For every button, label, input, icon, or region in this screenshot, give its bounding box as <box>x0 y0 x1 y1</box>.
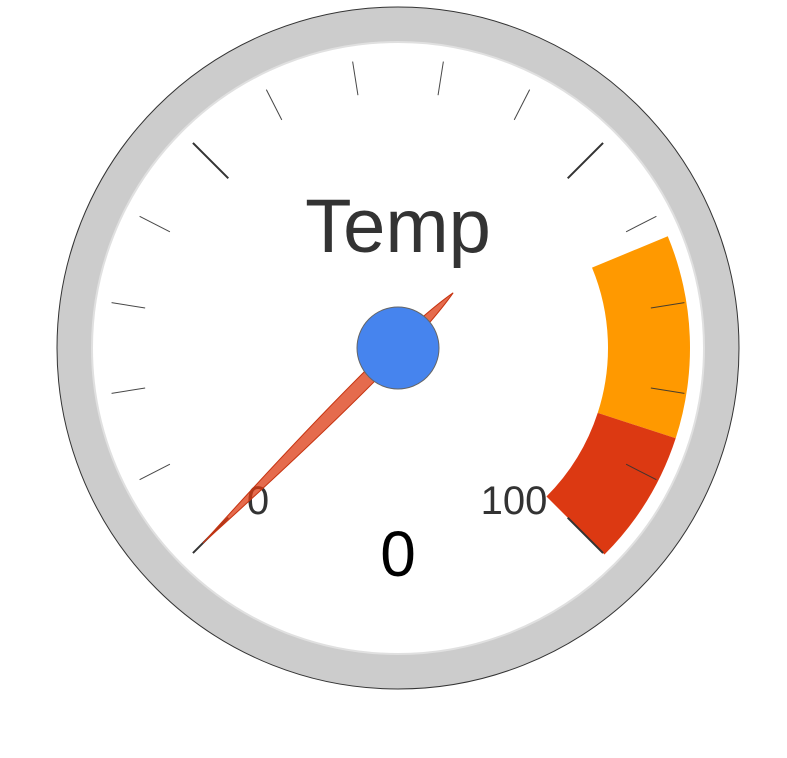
gauge-major-tick <box>566 142 604 180</box>
gauge-band-red <box>546 412 676 555</box>
gauge-max-label: 100 <box>481 479 548 523</box>
gauge-minor-tick <box>625 463 657 481</box>
gauge-major-tick <box>192 142 230 180</box>
gauge-minor-tick <box>265 89 283 121</box>
gauge-band-yellow <box>592 236 690 439</box>
gauge-bands <box>546 236 690 555</box>
gauge-minor-tick <box>513 89 531 121</box>
gauge-minor-tick <box>352 61 359 96</box>
gauge-title: Temp <box>305 184 491 269</box>
gauge-minor-tick <box>650 302 685 309</box>
gauge-minor-tick <box>437 61 444 96</box>
gauge-minor-tick <box>111 302 146 309</box>
gauge-needle-hub <box>356 306 440 390</box>
gauge-minor-tick <box>111 387 146 394</box>
gauge-ticks <box>111 61 685 554</box>
gauge-minor-tick <box>139 463 171 481</box>
gauge-minor-tick <box>650 387 685 394</box>
gauge-value-label: 0 <box>380 518 416 590</box>
gauge-major-tick <box>566 516 604 554</box>
gauge-minor-tick <box>139 215 171 233</box>
gauge-minor-tick <box>625 215 657 233</box>
